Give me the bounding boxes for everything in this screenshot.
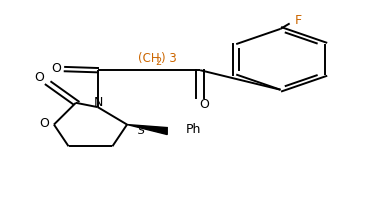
Text: N: N — [94, 96, 103, 109]
Text: O: O — [199, 99, 209, 112]
Text: 2: 2 — [155, 57, 162, 67]
Text: O: O — [39, 117, 49, 130]
Text: Ph: Ph — [186, 124, 201, 136]
Text: ) 3: ) 3 — [161, 52, 177, 65]
Polygon shape — [127, 125, 167, 134]
Text: S: S — [138, 126, 145, 136]
Text: O: O — [35, 71, 44, 84]
Text: F: F — [295, 14, 302, 27]
Text: (CH: (CH — [138, 52, 160, 65]
Text: O: O — [51, 62, 61, 74]
